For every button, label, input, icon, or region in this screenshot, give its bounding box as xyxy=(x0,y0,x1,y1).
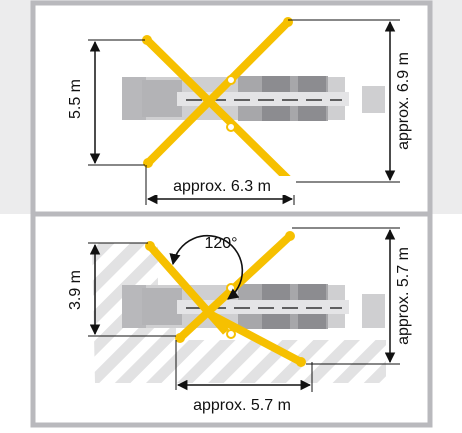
outrigger-pivot-icon xyxy=(226,122,236,132)
cab-block xyxy=(362,86,385,113)
length-dimension-bottom: 3.9 m xyxy=(67,242,176,337)
outrigger-pad xyxy=(142,35,152,45)
width-dimension-top: approx. 6.3 m xyxy=(145,165,296,205)
outrigger-pivot-icon xyxy=(226,329,236,339)
outrigger-pad xyxy=(283,17,293,27)
side-label-top: approx. 6.9 m xyxy=(395,52,412,150)
diagram-reduced-spread: 120° 3.9 m approx. 5.7 m approx. 5.7 m xyxy=(67,227,412,414)
outrigger-pad xyxy=(143,158,153,168)
support-area-hatch xyxy=(92,243,386,383)
outrigger-pad xyxy=(285,231,295,241)
rotation-label: 120° xyxy=(204,235,237,252)
outrigger-pivot-icon xyxy=(226,283,236,293)
width-label-top: approx. 6.3 m xyxy=(173,178,271,195)
length-dimension-top: 5.5 m xyxy=(67,39,145,166)
width-label-bottom: approx. 5.7 m xyxy=(193,397,291,414)
width-dimension-bottom: approx. 5.7 m xyxy=(175,340,313,414)
outrigger-pad xyxy=(175,333,185,343)
side-label-bottom: approx. 5.7 m xyxy=(395,247,412,345)
length-label-bottom: 3.9 m xyxy=(67,270,84,310)
length-label-top: 5.5 m xyxy=(67,79,84,119)
rotation-arrow-icon: 120° xyxy=(169,234,244,300)
outrigger-pivot-icon xyxy=(226,75,236,85)
side-dimension-top: approx. 6.9 m xyxy=(288,19,412,183)
diagram-full-spread: 5.5 m approx. 6.9 m approx. 6.3 m xyxy=(67,17,412,205)
side-dimension-bottom: approx. 5.7 m xyxy=(292,227,412,365)
outrigger-pad xyxy=(296,357,306,367)
truck-top-view xyxy=(122,76,385,121)
cab-block xyxy=(362,294,385,328)
